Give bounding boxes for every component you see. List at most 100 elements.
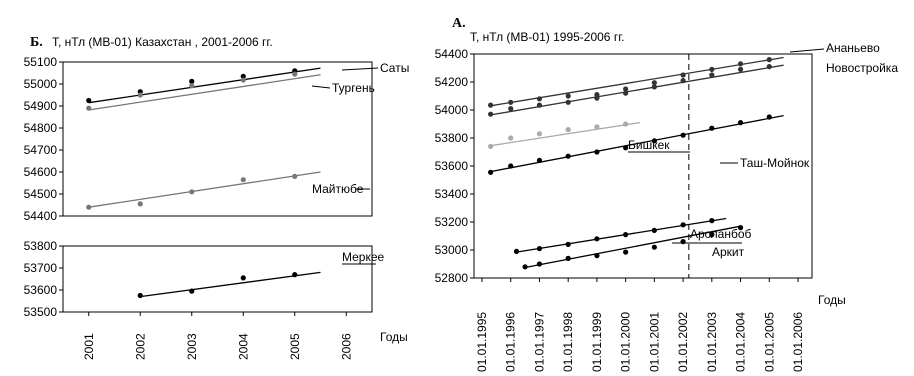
panel-a: А. Т, нТл (МВ-01) 1995-2006 гг. 54400 542… [435, 16, 899, 372]
panel-b-upper-y-tick-label: 55000 [24, 77, 58, 91]
panel-a-series-3-point [536, 131, 543, 137]
panel-a-y-tick-label: 52800 [435, 271, 469, 285]
panel-a-series-6-point [680, 239, 686, 245]
panel-a-series-1-label: Ананьево [826, 41, 880, 55]
panel-a-x-tick-label: 01.01.1995 [475, 312, 489, 372]
panel-a-series-1-point [737, 61, 744, 67]
panel-a-series-1-point [488, 102, 494, 108]
panel-a-x-tick-label: 01.01.2006 [791, 312, 805, 372]
panel-b-series-3-trend-line [88, 171, 321, 208]
panel-a-series-5-point [565, 241, 571, 247]
panel-a-tag: А. [452, 16, 466, 31]
panel-a-x-tick-label: 01.01.2004 [734, 312, 748, 372]
panel-a-series-4-point [565, 153, 571, 159]
panel-b-lower-y-tick-label: 53600 [24, 283, 58, 297]
panel-a-x-tick-label: 01.01.1996 [504, 312, 518, 372]
panel-a-y-tick-label: 54400 [435, 47, 469, 61]
panel-a-series-1-point [766, 57, 772, 63]
panel-b-x-tick-label: 2006 [339, 333, 353, 360]
panel-b-series-2-point [137, 92, 143, 98]
panel-b-series-2-label: Тургень [332, 81, 375, 95]
panel-b-upper-y-tick-label: 54800 [24, 121, 58, 135]
panel-a-series-4-point [651, 138, 657, 144]
panel-b-series-1-trend-line [88, 67, 321, 104]
panel-a-series-1-point [508, 99, 514, 105]
panel-b-tag: Б. [30, 35, 43, 50]
panel-a-series-4-point [488, 169, 494, 175]
panel-a-x-tick-label: 01.01.2000 [619, 312, 633, 372]
panel-a-series-5-point [651, 227, 657, 233]
panel-a-series-1-point [536, 96, 543, 102]
panel-a-y-tick-label: 53000 [435, 243, 469, 257]
panel-a-series-3-point [565, 127, 571, 133]
panel-a-series-2-point [488, 111, 494, 117]
panel-a-series-2-point [651, 84, 657, 90]
panel-b-x-tick-label: 2005 [288, 333, 302, 360]
panel-b-series-3-point [292, 173, 298, 179]
panel-b-series-2-point [240, 77, 246, 83]
panel-a-series-6-trend-line [524, 225, 741, 269]
panel-a-series-4-point [508, 163, 514, 169]
panel-a-y-tick-label: 53800 [435, 131, 469, 145]
panel-b-lower-plot: 53800 53700 53600 53500 Меркее [24, 239, 385, 319]
panel-a-x-axis: 01.01.1995 01.01.1996 01.01.1997 01.01.1998… [475, 278, 805, 372]
panel-a-series-5-point [680, 222, 686, 228]
panel-a-series-2-trend-line [490, 64, 784, 116]
panel-b-lower-y-tick-label: 53500 [24, 305, 58, 319]
panel-b-upper-y-tick-label: 54500 [24, 187, 58, 201]
panel-b-x-tick-label: 2001 [82, 333, 96, 360]
panel-a-series-1-label-leader [789, 48, 825, 53]
panel-a-xlabel: Годы [818, 293, 846, 307]
panel-b-series-3-point [240, 177, 246, 183]
panel-b-x-tick-label: 2003 [185, 333, 199, 360]
panel-b-x-axis: 2001 2002 2003 2004 2005 2006 [82, 312, 353, 360]
panel-b-series-2-label-leader [311, 85, 331, 89]
panel-a-series-6-point [565, 255, 571, 261]
panel-b-series-3-point [189, 189, 195, 195]
panel-a-series-6-label: Аркит [712, 245, 745, 259]
panel-a-series-1-point [680, 72, 686, 78]
panel-b-series-2-trend-line [88, 74, 321, 111]
panel-a-series-2-point [680, 78, 686, 84]
panel-b-series-1-point [240, 73, 246, 79]
panel-b-series-3-point [137, 201, 143, 207]
panel-a-series-6-point [536, 261, 543, 267]
panel-b-x-tick-label: 2004 [236, 333, 250, 360]
panel-a-series-3-point [508, 135, 514, 141]
panel-a-series-2-point [623, 90, 629, 96]
panel-a-series-5-trend-line [516, 217, 727, 253]
panel-b-upper-frame [62, 61, 373, 217]
panel-a-y-tick-label: 53600 [435, 159, 469, 173]
panel-a-x-tick-label: 01.01.1999 [590, 312, 604, 372]
panel-a-y-tick-label: 53400 [435, 187, 469, 201]
panel-a-series-3-label: Бишкек [628, 138, 670, 152]
panel-b-series-4-point [189, 288, 195, 294]
panel-b-lower-frame [62, 245, 373, 313]
panel-a-series-3-point [488, 143, 494, 149]
panel-a-series-6-point [522, 264, 528, 270]
panel-a-y-tick-label: 54000 [435, 103, 469, 117]
panel-a-plot: 54400 54200 54000 53800 53600 53400 53200 53000… [435, 41, 899, 285]
panel-b-upper-y-tick-label: 54700 [24, 143, 58, 157]
panel-b-series-3-label: Майтюбе [312, 182, 364, 196]
panel-a-series-2-label: Новостройка [826, 61, 898, 75]
panel-a-x-tick-label: 01.01.2002 [676, 312, 690, 372]
panel-a-series-2-point [508, 106, 514, 112]
panel-b-title: Т, нТл (МВ-01) Казахстан , 2001-2006 гг. [52, 35, 273, 49]
panel-b-series-2-point [86, 105, 92, 111]
panel-a-y-tick-label: 54200 [435, 75, 469, 89]
panel-a-x-tick-label: 01.01.1998 [561, 312, 575, 372]
panel-b-series-4-point [137, 292, 143, 299]
panel-a-series-5-label: Арсланбоб [690, 227, 752, 241]
panel-a-series-4-point [737, 120, 744, 126]
panel-b-series-1-point [86, 97, 92, 104]
panel-a-x-tick-label: 01.01.2005 [762, 312, 776, 372]
panel-a-y-tick-label: 53200 [435, 215, 469, 229]
panel-a-series-6-point [594, 253, 600, 259]
panel-b-series-2-point [292, 71, 298, 77]
panel-a-series-5-point [594, 236, 600, 242]
panel-a-series-4-label: Таш-Мойнок [740, 156, 810, 170]
panel-a-x-tick-label: 01.01.1997 [532, 312, 546, 372]
panel-a-series-2-point [766, 64, 772, 70]
panel-a-series-4-point [680, 132, 686, 138]
